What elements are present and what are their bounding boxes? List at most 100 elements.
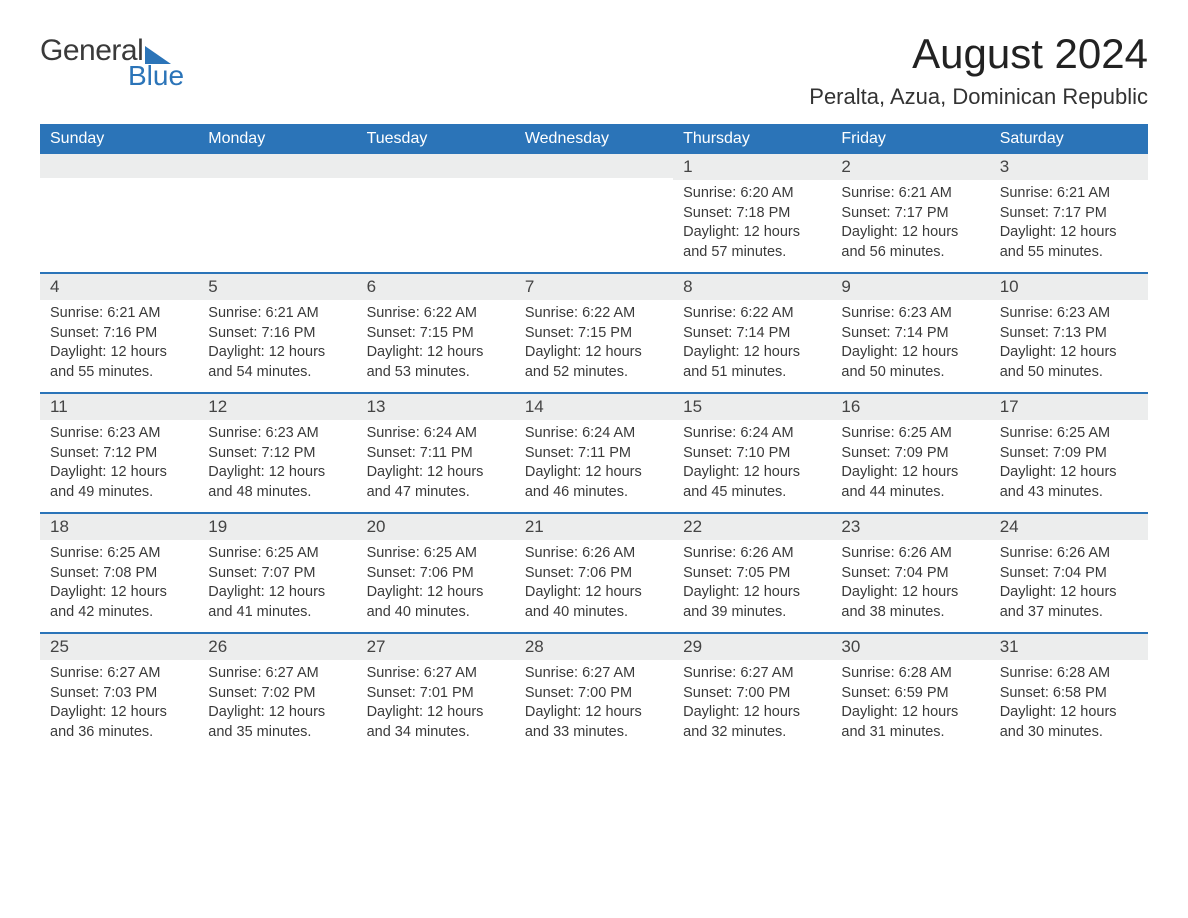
day-number: 8 [673, 274, 831, 300]
day-details: Sunrise: 6:23 AMSunset: 7:12 PMDaylight:… [198, 420, 356, 508]
sunset-line: Sunset: 7:09 PM [1000, 444, 1138, 464]
sunrise-line: Sunrise: 6:22 AM [683, 304, 821, 324]
day-number: 23 [831, 514, 989, 540]
daylight1-line: Daylight: 12 hours [208, 463, 346, 483]
week-row: 4Sunrise: 6:21 AMSunset: 7:16 PMDaylight… [40, 272, 1148, 392]
sunrise-line: Sunrise: 6:21 AM [50, 304, 188, 324]
daylight2-line: and 41 minutes. [208, 603, 346, 623]
day-details: Sunrise: 6:26 AMSunset: 7:04 PMDaylight:… [990, 540, 1148, 628]
daylight1-line: Daylight: 12 hours [367, 463, 505, 483]
daylight1-line: Daylight: 12 hours [367, 343, 505, 363]
daylight2-line: and 31 minutes. [841, 723, 979, 743]
day-cell: 7Sunrise: 6:22 AMSunset: 7:15 PMDaylight… [515, 274, 673, 392]
daylight1-line: Daylight: 12 hours [208, 343, 346, 363]
weekday-header: Sunday [40, 124, 198, 154]
daylight1-line: Daylight: 12 hours [683, 343, 821, 363]
day-number: 28 [515, 634, 673, 660]
sunset-line: Sunset: 7:16 PM [208, 324, 346, 344]
day-number: 2 [831, 154, 989, 180]
daylight1-line: Daylight: 12 hours [1000, 223, 1138, 243]
week-row: 1Sunrise: 6:20 AMSunset: 7:18 PMDaylight… [40, 154, 1148, 272]
sunrise-line: Sunrise: 6:28 AM [841, 664, 979, 684]
sunset-line: Sunset: 7:10 PM [683, 444, 821, 464]
day-cell: 24Sunrise: 6:26 AMSunset: 7:04 PMDayligh… [990, 514, 1148, 632]
day-number [40, 154, 198, 178]
sunrise-line: Sunrise: 6:21 AM [841, 184, 979, 204]
day-number: 25 [40, 634, 198, 660]
daylight2-line: and 44 minutes. [841, 483, 979, 503]
daylight2-line: and 54 minutes. [208, 363, 346, 383]
daylight1-line: Daylight: 12 hours [1000, 463, 1138, 483]
day-cell: 3Sunrise: 6:21 AMSunset: 7:17 PMDaylight… [990, 154, 1148, 272]
sunrise-line: Sunrise: 6:24 AM [683, 424, 821, 444]
sunset-line: Sunset: 7:03 PM [50, 684, 188, 704]
daylight2-line: and 38 minutes. [841, 603, 979, 623]
daylight1-line: Daylight: 12 hours [208, 703, 346, 723]
sunset-line: Sunset: 7:02 PM [208, 684, 346, 704]
day-number: 3 [990, 154, 1148, 180]
daylight2-line: and 55 minutes. [1000, 243, 1138, 263]
day-details [357, 178, 515, 238]
day-number: 12 [198, 394, 356, 420]
day-details: Sunrise: 6:27 AMSunset: 7:03 PMDaylight:… [40, 660, 198, 748]
logo: General Blue [40, 34, 184, 92]
day-cell: 17Sunrise: 6:25 AMSunset: 7:09 PMDayligh… [990, 394, 1148, 512]
daylight1-line: Daylight: 12 hours [841, 223, 979, 243]
day-cell: 15Sunrise: 6:24 AMSunset: 7:10 PMDayligh… [673, 394, 831, 512]
sunrise-line: Sunrise: 6:28 AM [1000, 664, 1138, 684]
daylight1-line: Daylight: 12 hours [50, 463, 188, 483]
day-details: Sunrise: 6:24 AMSunset: 7:11 PMDaylight:… [357, 420, 515, 508]
sunset-line: Sunset: 7:15 PM [367, 324, 505, 344]
day-cell: 12Sunrise: 6:23 AMSunset: 7:12 PMDayligh… [198, 394, 356, 512]
day-number: 7 [515, 274, 673, 300]
sunrise-line: Sunrise: 6:26 AM [1000, 544, 1138, 564]
daylight1-line: Daylight: 12 hours [525, 583, 663, 603]
daylight2-line: and 40 minutes. [525, 603, 663, 623]
sunset-line: Sunset: 7:12 PM [208, 444, 346, 464]
day-details: Sunrise: 6:25 AMSunset: 7:08 PMDaylight:… [40, 540, 198, 628]
weekday-header: Tuesday [357, 124, 515, 154]
day-details: Sunrise: 6:25 AMSunset: 7:09 PMDaylight:… [831, 420, 989, 508]
day-cell: 16Sunrise: 6:25 AMSunset: 7:09 PMDayligh… [831, 394, 989, 512]
sunrise-line: Sunrise: 6:23 AM [50, 424, 188, 444]
day-number: 26 [198, 634, 356, 660]
daylight1-line: Daylight: 12 hours [367, 703, 505, 723]
day-details: Sunrise: 6:24 AMSunset: 7:11 PMDaylight:… [515, 420, 673, 508]
sunset-line: Sunset: 7:18 PM [683, 204, 821, 224]
daylight1-line: Daylight: 12 hours [841, 343, 979, 363]
day-number: 31 [990, 634, 1148, 660]
sunrise-line: Sunrise: 6:27 AM [367, 664, 505, 684]
day-details: Sunrise: 6:24 AMSunset: 7:10 PMDaylight:… [673, 420, 831, 508]
sunrise-line: Sunrise: 6:26 AM [525, 544, 663, 564]
day-number: 10 [990, 274, 1148, 300]
day-cell: 13Sunrise: 6:24 AMSunset: 7:11 PMDayligh… [357, 394, 515, 512]
daylight1-line: Daylight: 12 hours [683, 703, 821, 723]
day-details: Sunrise: 6:23 AMSunset: 7:12 PMDaylight:… [40, 420, 198, 508]
day-number: 16 [831, 394, 989, 420]
daylight2-line: and 50 minutes. [841, 363, 979, 383]
sunset-line: Sunset: 7:06 PM [367, 564, 505, 584]
day-cell [515, 154, 673, 272]
daylight2-line: and 49 minutes. [50, 483, 188, 503]
sunset-line: Sunset: 7:00 PM [683, 684, 821, 704]
weekday-header: Friday [831, 124, 989, 154]
sunrise-line: Sunrise: 6:22 AM [525, 304, 663, 324]
day-cell: 14Sunrise: 6:24 AMSunset: 7:11 PMDayligh… [515, 394, 673, 512]
sunset-line: Sunset: 7:00 PM [525, 684, 663, 704]
sunrise-line: Sunrise: 6:22 AM [367, 304, 505, 324]
daylight1-line: Daylight: 12 hours [50, 583, 188, 603]
day-number [515, 154, 673, 178]
sunset-line: Sunset: 7:14 PM [841, 324, 979, 344]
daylight2-line: and 45 minutes. [683, 483, 821, 503]
day-details: Sunrise: 6:25 AMSunset: 7:06 PMDaylight:… [357, 540, 515, 628]
daylight2-line: and 33 minutes. [525, 723, 663, 743]
sunset-line: Sunset: 7:04 PM [1000, 564, 1138, 584]
day-details: Sunrise: 6:26 AMSunset: 7:04 PMDaylight:… [831, 540, 989, 628]
day-cell: 30Sunrise: 6:28 AMSunset: 6:59 PMDayligh… [831, 634, 989, 752]
sunrise-line: Sunrise: 6:26 AM [683, 544, 821, 564]
daylight1-line: Daylight: 12 hours [1000, 343, 1138, 363]
day-cell: 21Sunrise: 6:26 AMSunset: 7:06 PMDayligh… [515, 514, 673, 632]
daylight1-line: Daylight: 12 hours [1000, 583, 1138, 603]
day-number: 21 [515, 514, 673, 540]
day-details [198, 178, 356, 238]
